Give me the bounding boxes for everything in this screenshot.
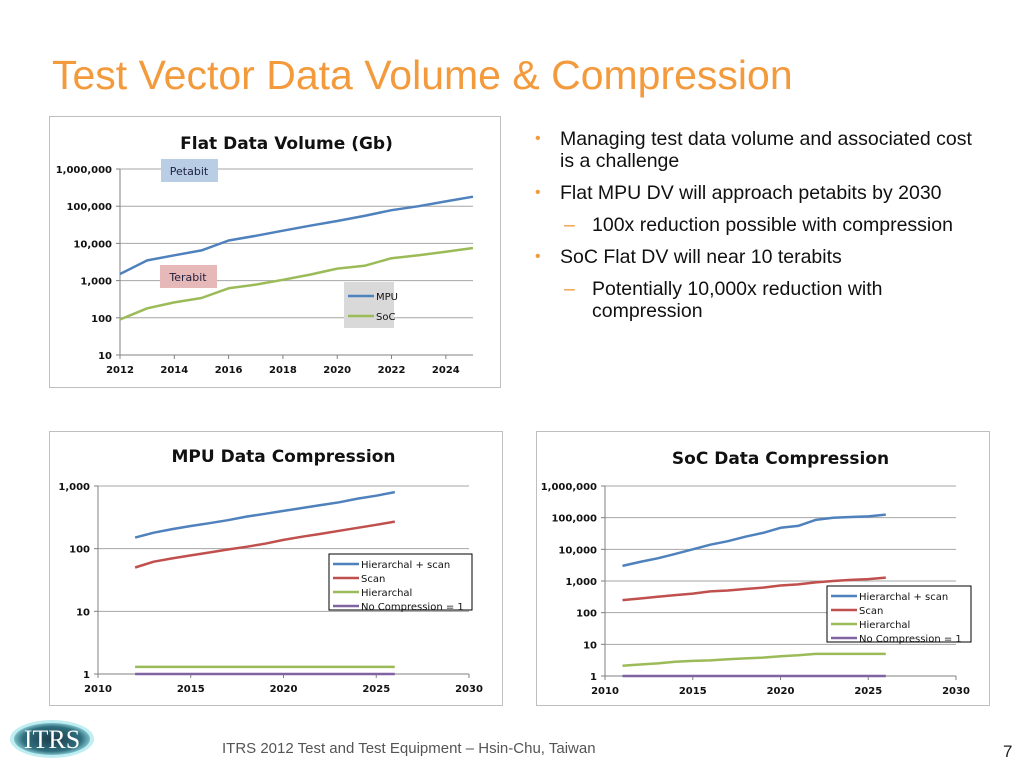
page-number: 7 [1003, 742, 1013, 761]
x-tick-label: 2016 [215, 365, 243, 376]
x-tick-label: 2025 [362, 684, 390, 695]
mpu-compression-svg: MPU Data Compression 1 10 100 1,000 2010 2015 2… [58, 447, 483, 695]
sub-bullet-item: – Potentially 10,000x reduction with comp… [532, 278, 972, 322]
sub-bullet-item: –100x reduction possible with compressio… [532, 214, 972, 236]
y-tick-label: 1,000 [80, 277, 112, 288]
bullet-marker: • [535, 130, 541, 147]
x-tick-label: 2025 [854, 686, 882, 697]
x-tick-label: 2018 [269, 365, 297, 376]
series-line-scan [622, 576, 886, 602]
y-tick-label: 1 [590, 672, 597, 683]
bullet-marker: • [535, 248, 541, 265]
series-line-scan [134, 520, 396, 569]
y-tick-label: 10,000 [73, 239, 112, 250]
x-tick-label: 2020 [323, 365, 351, 376]
legend-label: Hierarchal [859, 620, 910, 631]
y-tick-label: 100 [69, 545, 90, 556]
legend-label: Hierarchal [361, 588, 412, 599]
bullet-text: SoC Flat DV will near 10 terabits [560, 246, 842, 268]
y-tick-label: 100,000 [66, 202, 112, 213]
y-tick-label: 100 [576, 609, 597, 620]
legend-label: No Compression = 1 [361, 602, 464, 613]
annotation-label: Terabit [168, 271, 207, 284]
legend-label: Scan [361, 574, 385, 585]
soc-compression-chart: SoC Data Compression 1 10 100 1,000 10,000 100… [536, 431, 990, 706]
bullet-item: • Managing test data volume and associate… [532, 128, 972, 172]
x-tick-label: 2030 [455, 684, 483, 695]
y-tick-label: 100 [91, 314, 112, 325]
bullet-text: Flat MPU DV will approach petabits by 20… [560, 182, 942, 204]
y-tick-label: 10 [76, 607, 90, 618]
x-tick-label: 2030 [942, 686, 970, 697]
dash-marker: – [564, 278, 575, 300]
y-tick-label: 100,000 [551, 514, 597, 525]
x-tick-label: 2014 [160, 365, 188, 376]
bullet-marker: • [535, 184, 541, 201]
x-tick-label: 2020 [767, 686, 795, 697]
x-tick-label: 2010 [84, 684, 112, 695]
bullet-text: Potentially 10,000x reduction with compr… [592, 278, 883, 322]
legend-label: Hierarchal + scan [859, 592, 948, 603]
chart-title: SoC Data Compression [672, 449, 889, 469]
bullet-item: • SoC Flat DV will near 10 terabits [532, 246, 972, 268]
mpu-compression-chart: MPU Data Compression 1 10 100 1,000 2010 2015 2… [49, 431, 503, 706]
legend-label: SoC [376, 312, 395, 323]
x-tick-label: 2012 [106, 365, 134, 376]
soc-compression-svg: SoC Data Compression 1 10 100 1,000 10,000 100… [541, 449, 972, 697]
x-tick-label: 2022 [378, 365, 406, 376]
chart-title: Flat Data Volume (Gb) [180, 134, 393, 154]
logo-text: ITRS [24, 725, 80, 754]
y-tick-label: 1 [83, 670, 90, 681]
slide-title: Test Vector Data Volume & Compression [52, 52, 793, 98]
y-tick-label: 10 [583, 640, 597, 651]
itrs-logo-icon: ITRS [10, 720, 94, 758]
flat-data-volume-svg: Flat Data Volume (Gb) 10 100 1,000 10,000 100… [56, 134, 474, 376]
x-tick-label: 2020 [270, 684, 298, 695]
series-line-mpu [119, 195, 474, 276]
x-tick-label: 2024 [432, 365, 460, 376]
y-tick-label: 1,000 [565, 577, 597, 588]
y-tick-label: 1,000 [58, 482, 90, 493]
bullet-text: Managing test data volume and associated… [560, 128, 972, 172]
chart-title: MPU Data Compression [172, 447, 396, 467]
y-tick-label: 10 [98, 351, 112, 362]
legend-label: Scan [859, 606, 883, 617]
legend-box [344, 282, 394, 328]
bullet-item: • Flat MPU DV will approach petabits by 2… [532, 182, 972, 204]
legend-label: No Compression = 1 [859, 634, 962, 645]
footer-text: ITRS 2012 Test and Test Equipment – Hsin… [222, 740, 596, 757]
y-tick-label: 1,000,000 [56, 165, 112, 176]
dash-marker: – [564, 214, 575, 236]
annotation-label: Petabit [170, 165, 209, 178]
bullet-text: 100x reduction possible with compression [592, 214, 953, 236]
legend-label: MPU [376, 292, 398, 303]
flat-data-volume-chart: Flat Data Volume (Gb) 10 100 1,000 10,000 100… [49, 116, 501, 388]
y-tick-label: 1,000,000 [541, 482, 597, 493]
annotation-box [161, 159, 218, 182]
series-line-hierarchal [622, 652, 886, 668]
series-line-hierarchal-scan [134, 490, 396, 539]
series-line-soc [119, 246, 474, 321]
bullet-list: • Managing test data volume and associate… [532, 128, 972, 332]
x-tick-label: 2015 [177, 684, 205, 695]
series-line-hierarchal-scan [622, 513, 886, 568]
annotation-box [160, 265, 217, 288]
x-tick-label: 2015 [679, 686, 707, 697]
x-tick-label: 2010 [591, 686, 619, 697]
y-tick-label: 10,000 [558, 545, 597, 556]
legend-label: Hierarchal + scan [361, 560, 450, 571]
